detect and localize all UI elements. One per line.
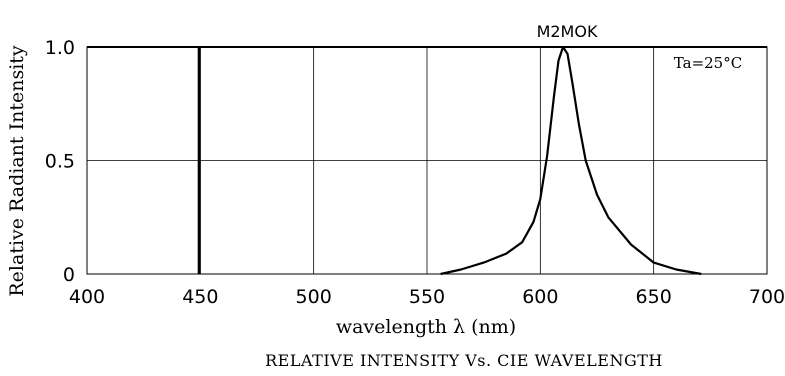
y-axis-label: Relative Radiant Intensity: [6, 45, 28, 297]
x-tick-label: 450: [182, 286, 218, 308]
grid-lines: [87, 47, 767, 274]
y-tick-label: 0: [63, 264, 75, 286]
temperature-annotation: Ta=25°C: [674, 54, 742, 72]
x-axis-label: wavelength λ (nm): [336, 316, 516, 338]
x-tick-label: 400: [69, 286, 105, 308]
y-tick-label: 0.5: [45, 151, 75, 173]
x-tick-label: 550: [409, 286, 445, 308]
chart-title: RELATIVE INTENSITY Vs. CIE WAVELENGTH: [265, 351, 663, 370]
series-line: [440, 45, 702, 276]
x-tick-label: 650: [636, 286, 672, 308]
x-tick-label: 500: [296, 286, 332, 308]
x-tick-label: 700: [749, 286, 785, 308]
x-tick-label: 600: [522, 286, 558, 308]
y-tick-labels: 0 0.5 1.0: [45, 37, 75, 286]
model-annotation: M2MOK: [537, 22, 598, 41]
x-tick-labels: 400 450 500 550 600 650 700: [69, 286, 785, 308]
y-tick-label: 1.0: [45, 37, 75, 59]
